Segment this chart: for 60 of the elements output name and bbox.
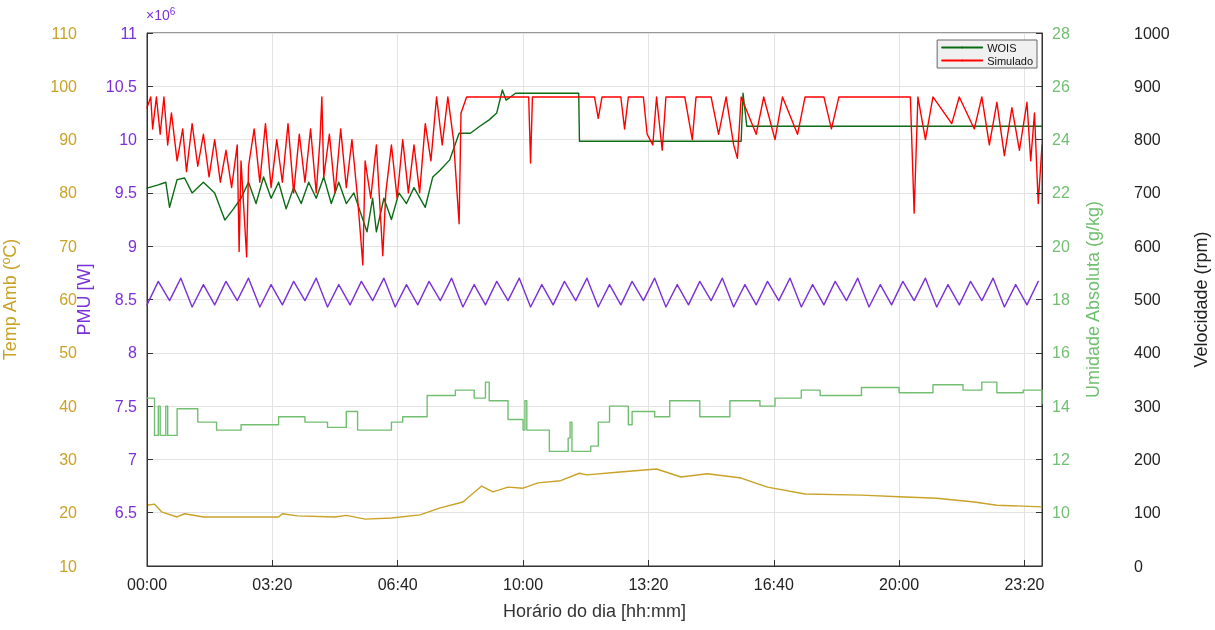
line-series [146,277,1039,308]
y2-tick-label: 12 [1052,450,1070,468]
y-tick-label: 100 [50,77,78,95]
y-axis-title: Temp Amb (ºC) [0,238,20,361]
y2-tick-label: 24 [1052,131,1070,149]
x-tick-label: 13:20 [628,575,669,593]
y2-tick-label: 800 [1134,131,1161,149]
y2-tick-label: 20 [1052,237,1070,255]
y2-tick-label: 26 [1052,77,1070,95]
line-series [146,96,1043,266]
y2-tick-label: 10 [1052,504,1070,522]
y2-tick-label: 400 [1134,344,1161,362]
y2-axis-title: Umidade Absoluta (g/kg) [1083,200,1103,399]
x-tick-label: 06:40 [377,575,418,593]
legend-label: Simulado [987,54,1033,67]
y2-tick-label: 600 [1134,237,1161,255]
x-tick-label: 03:20 [252,575,293,593]
y-tick-label: 90 [59,131,78,149]
y2-tick-label: 700 [1134,184,1161,202]
y2-tick-label: 14 [1052,397,1070,415]
y2-tick-label: 100 [1134,504,1161,522]
y-tick-label: 10.5 [105,77,138,95]
line-series [146,89,1043,233]
y2-tick-label: 16 [1052,344,1070,362]
x-tick-label: 20:00 [879,575,920,593]
line-series [146,468,1043,520]
x-tick-label: 00:00 [126,575,168,593]
y-tick-label: 6.5 [114,504,138,522]
y-tick-label: 30 [59,450,78,468]
x-tick-label: 10:00 [503,575,544,593]
x-tick-label: 16:40 [753,575,794,593]
y-tick-label: 7 [128,450,138,468]
y2-tick-label: 0 [1134,557,1143,575]
y2-tick-label: 28 [1052,24,1070,42]
y2-tick-label: 18 [1052,291,1070,308]
y-tick-label: 9 [128,237,138,255]
y-tick-label: 110 [51,24,78,42]
y-tick-label: 50 [59,344,78,362]
y2-tick-label: 900 [1134,77,1161,95]
y2-tick-label: 200 [1134,450,1161,468]
y2-tick-label: 1000 [1134,24,1170,42]
x-tick-label: 23:20 [1004,575,1045,593]
y-tick-label: 9.5 [114,184,138,202]
y-tick-label: 8 [128,344,138,362]
y-tick-label: 60 [59,291,78,308]
y2-tick-label: 500 [1134,291,1161,308]
y2-tick-label: 22 [1052,184,1070,202]
y-tick-label: 11 [120,24,138,42]
y2-tick-label: 300 [1134,397,1161,415]
y2-axis-title: Velocidade (rpm) [1191,231,1211,368]
y-tick-label: 40 [59,397,78,415]
y-tick-label: 8.5 [114,291,138,308]
legend-label: WOIS [987,41,1017,54]
x-axis-title: Horário do dia [hh:mm] [502,601,687,621]
y-tick-label: 80 [59,184,78,202]
y-tick-label: 70 [59,237,78,255]
y-tick-label: 20 [59,504,78,522]
y-tick-label: 10 [119,131,138,149]
y-tick-label: 10 [59,557,78,575]
y-tick-label: 7.5 [114,397,138,415]
